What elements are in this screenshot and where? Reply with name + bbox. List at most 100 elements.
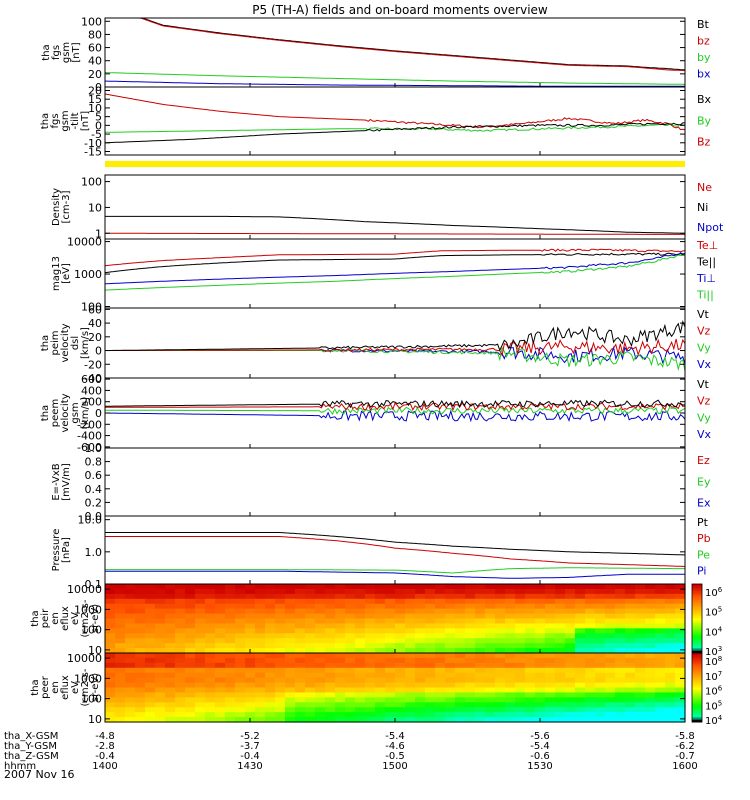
heatmap-cell — [505, 717, 516, 723]
heatmap-cell — [275, 712, 286, 718]
panel-frame — [104, 515, 686, 585]
heatmap-cell — [415, 687, 426, 694]
heatmap-cell — [545, 662, 556, 669]
heatmap-cell — [525, 633, 536, 639]
heatmap-cell — [565, 633, 576, 639]
heatmap-cell — [325, 692, 336, 698]
heatmap-cell — [485, 598, 496, 605]
heatmap-cell — [355, 677, 366, 684]
heatmap-cell — [655, 643, 666, 649]
heatmap-cell — [375, 608, 386, 615]
heatmap-cell — [425, 667, 436, 674]
heatmap-cell — [445, 692, 456, 698]
heatmap-cell — [565, 657, 576, 664]
heatmap-cell — [275, 697, 286, 703]
heatmap-cell — [355, 618, 366, 625]
heatmap-cell — [205, 648, 216, 654]
heatmap-cell — [615, 623, 626, 629]
heatmap-cell — [675, 682, 686, 689]
heatmap-cell — [345, 657, 356, 664]
y-axis-title: tha — [30, 679, 41, 695]
heatmap-cell — [135, 623, 146, 629]
x-tick-label: -4.8 — [95, 731, 115, 742]
heatmap-cell — [585, 648, 596, 654]
heatmap-cell — [215, 697, 226, 703]
heatmap-cell — [145, 702, 156, 708]
heatmap-cell — [675, 633, 686, 639]
heatmap-cell — [175, 677, 186, 684]
heatmap-cell — [675, 643, 686, 649]
heatmap-cell — [565, 643, 576, 649]
heatmap-cell — [415, 598, 426, 605]
heatmap-cell — [155, 598, 166, 605]
heatmap-cell — [395, 657, 406, 664]
heatmap-cell — [455, 593, 466, 600]
heatmap-cell — [375, 702, 386, 708]
y-tick-label: 1.0 — [85, 546, 103, 559]
heatmap-cell — [145, 598, 156, 605]
heatmap-cell — [565, 648, 576, 654]
heatmap-cell — [545, 643, 556, 649]
x-tick-label: -5.4 — [385, 731, 405, 742]
heatmap-cell — [665, 702, 676, 708]
legend-by: by — [697, 51, 711, 64]
heatmap-cell — [445, 633, 456, 639]
heatmap-cell — [155, 657, 166, 664]
series-Bz-line — [104, 93, 686, 131]
heatmap-cell — [165, 598, 176, 605]
heatmap-cell — [665, 667, 676, 674]
heatmap-cell — [435, 687, 446, 694]
heatmap-cell — [205, 613, 216, 620]
heatmap-cell — [295, 628, 306, 634]
heatmap-cell — [165, 584, 176, 590]
heatmap-cell — [365, 653, 376, 659]
heatmap-cell — [355, 638, 366, 644]
heatmap-cell — [385, 682, 396, 689]
heatmap-cell — [255, 588, 266, 595]
heatmap-cell — [475, 598, 486, 605]
heatmap-cell — [455, 662, 466, 669]
heatmap-cell — [105, 603, 116, 610]
heatmap-cell — [285, 623, 296, 629]
heatmap-cell — [575, 613, 586, 620]
heatmap-cell — [155, 677, 166, 684]
heatmap-cell — [295, 584, 306, 590]
colorbar-segment — [692, 609, 702, 613]
y-tick-label: 100 — [81, 693, 102, 706]
heatmap-cell — [315, 584, 326, 590]
heatmap-cell — [185, 677, 196, 684]
y-axis-title: [nT] — [71, 42, 82, 62]
heatmap-cell — [415, 633, 426, 639]
heatmap-cell — [485, 653, 496, 659]
x-tick-label: 1430 — [237, 761, 262, 772]
heatmap-cell — [645, 712, 656, 718]
heatmap-cell — [625, 588, 636, 595]
heatmap-cell — [395, 677, 406, 684]
heatmap-cell — [645, 603, 656, 610]
heatmap-cell — [325, 657, 336, 664]
heatmap-cell — [385, 692, 396, 698]
heatmap-cell — [305, 717, 316, 723]
heatmap-cell — [105, 643, 116, 649]
y-axis-title: tha — [41, 44, 52, 60]
legend-Ex: Ex — [697, 497, 711, 510]
heatmap-cell — [425, 643, 436, 649]
heatmap-cell — [385, 717, 396, 723]
y-axis-title: (cm2-s- — [80, 668, 91, 706]
heatmap-cell — [375, 677, 386, 684]
heatmap-cell — [135, 603, 146, 610]
heatmap-cell — [425, 707, 436, 713]
heatmap-cell — [395, 648, 406, 654]
heatmap-cell — [465, 717, 476, 723]
heatmap-cell — [555, 672, 566, 679]
heatmap-cell — [645, 717, 656, 723]
heatmap-cell — [555, 638, 566, 644]
x-tick-label: -0.7 — [675, 751, 695, 762]
heatmap-cell — [385, 613, 396, 620]
heatmap-cell — [485, 608, 496, 615]
colorbar-tick-label: 104 — [705, 625, 723, 638]
heatmap-cell — [275, 707, 286, 713]
heatmap-cell — [445, 638, 456, 644]
heatmap-cell — [535, 593, 546, 600]
